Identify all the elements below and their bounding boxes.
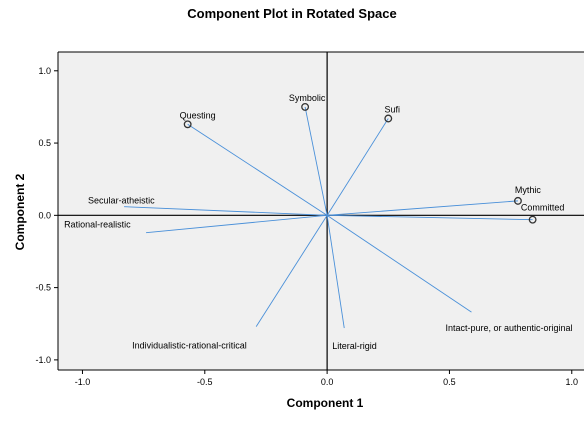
point-label: Intact-pure, or authentic-original <box>445 323 572 333</box>
loading-markers <box>183 102 537 224</box>
loading-vectors <box>124 106 533 329</box>
x-tick-label: -1.0 <box>75 377 91 387</box>
y-tick-label: 1.0 <box>38 66 51 76</box>
x-tick-label: 0.0 <box>321 377 334 387</box>
point-label: Literal-rigid <box>332 341 377 351</box>
point-label: Committed <box>521 203 565 213</box>
loading-marker <box>528 215 537 224</box>
point-label: Individualistic-rational-critical <box>132 341 247 351</box>
point-label: Symbolic <box>289 93 326 103</box>
x-tick-label: 0.5 <box>443 377 456 387</box>
y-tick-label: -1.0 <box>35 355 51 365</box>
loading-vector <box>304 106 328 216</box>
y-tick-label: -0.5 <box>35 283 51 293</box>
chart-title: Component Plot in Rotated Space <box>187 6 396 21</box>
point-label: Rational-realistic <box>64 220 131 230</box>
loading-vector <box>146 214 328 234</box>
y-tick-label: 0.5 <box>38 138 51 148</box>
point-label: Sufi <box>385 104 401 114</box>
point-label: Mythic <box>515 185 542 195</box>
loading-vector <box>327 200 518 216</box>
loading-marker <box>301 102 310 111</box>
point-label: Secular-atheistic <box>88 196 155 206</box>
x-axis-title: Component 1 <box>287 396 364 410</box>
loading-vector <box>326 214 472 313</box>
y-axis-title: Component 2 <box>13 173 27 250</box>
loading-vector <box>326 118 389 216</box>
x-tick-label: -0.5 <box>197 377 213 387</box>
y-tick-label: 0.0 <box>38 210 51 220</box>
loading-vector <box>326 215 345 329</box>
point-label: Questing <box>180 110 216 120</box>
loading-marker <box>513 196 522 205</box>
loading-vector <box>327 214 533 221</box>
loading-marker <box>183 120 192 129</box>
x-tick-label: 1.0 <box>566 377 579 387</box>
point-labels: Symbolic Sufi Questing Mythic Committed Secul… <box>64 93 572 351</box>
loading-vector <box>187 123 328 216</box>
loading-vector <box>255 215 328 327</box>
x-axis-ticks: -1.0 -0.5 0.0 0.5 1.0 <box>75 370 578 387</box>
y-axis-ticks: 1.0 0.5 0.0 -0.5 -1.0 <box>35 66 58 365</box>
loading-marker <box>384 114 393 123</box>
loading-vector <box>124 206 328 216</box>
